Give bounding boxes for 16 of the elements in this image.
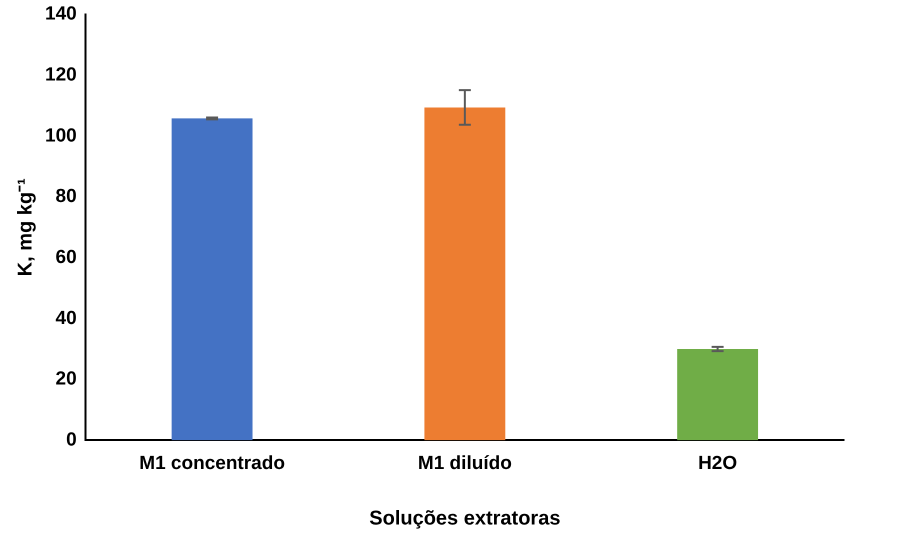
x-tick-label: M1 diluído xyxy=(418,452,512,474)
y-tick-label: 20 xyxy=(56,368,77,390)
bar xyxy=(677,348,758,440)
y-tick-label: 80 xyxy=(56,186,77,208)
bar xyxy=(424,107,506,440)
y-tick-label: 120 xyxy=(45,64,77,86)
y-axis-title: K, mg kg⁻¹ xyxy=(14,178,37,276)
x-tick-label: M1 concentrado xyxy=(139,452,285,474)
y-tick-label: 40 xyxy=(56,308,77,329)
x-tick-label: H2O xyxy=(698,452,738,474)
x-axis-title: Soluções extratoras xyxy=(369,508,560,530)
y-tick-label: 0 xyxy=(66,429,77,450)
y-tick-label: 140 xyxy=(45,4,77,25)
y-tick-label: 100 xyxy=(45,125,77,146)
y-tick-label: 60 xyxy=(56,246,77,268)
bar xyxy=(172,118,253,440)
